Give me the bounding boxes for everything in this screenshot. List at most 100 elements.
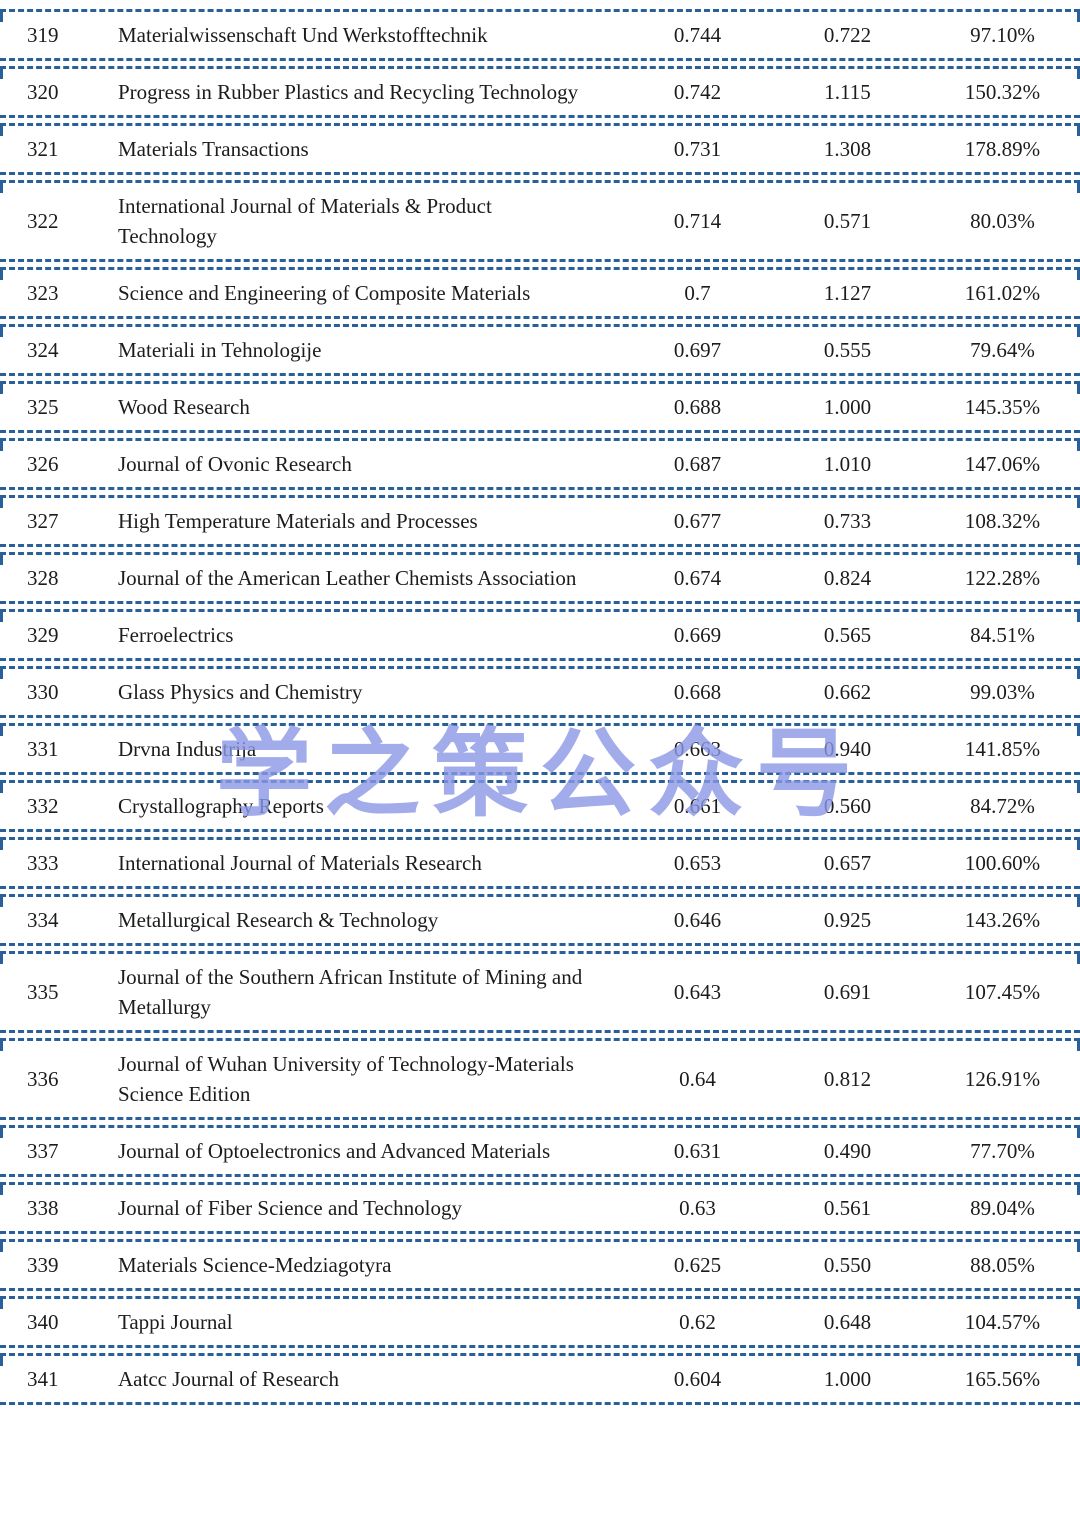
rank-cell: 340 (27, 1310, 59, 1334)
percent-cell: 122.28% (964, 566, 1041, 590)
table-row: 332 Crystallography Reports 0.661 0.560 … (0, 780, 1080, 832)
value1-cell: 0.63 (679, 1196, 716, 1220)
table-row: 328 Journal of the American Leather Chem… (0, 552, 1080, 604)
table-row: 335 Journal of the Southern African Inst… (0, 951, 1080, 1033)
value2-cell: 0.662 (823, 680, 872, 704)
table-row: 334 Metallurgical Research & Technology … (0, 894, 1080, 946)
table-row: 327 High Temperature Materials and Proce… (0, 495, 1080, 547)
value1-cell: 0.631 (673, 1139, 722, 1163)
value1-cell: 0.661 (673, 794, 722, 818)
table-row: 339 Materials Science-Medziagotyra 0.625… (0, 1239, 1080, 1291)
journal-name-cell: Materialwissenschaft Und Werkstofftechni… (118, 23, 488, 47)
journal-name-cell: High Temperature Materials and Processes (118, 509, 478, 533)
value1-cell: 0.731 (673, 137, 722, 161)
table-row: 333 International Journal of Materials R… (0, 837, 1080, 889)
percent-cell: 89.04% (970, 1196, 1035, 1220)
value2-cell: 0.571 (823, 209, 872, 233)
journal-name-cell: International Journal of Materials & Pro… (118, 194, 492, 248)
value1-cell: 0.742 (673, 80, 722, 104)
percent-cell: 126.91% (964, 1067, 1041, 1091)
rank-cell: 338 (27, 1196, 59, 1220)
journal-name-cell: Journal of the Southern African Institut… (118, 965, 583, 1019)
table-row: 340 Tappi Journal 0.62 0.648 104.57% (0, 1296, 1080, 1348)
journal-name-cell: Materiali in Tehnologije (118, 338, 322, 362)
percent-cell: 178.89% (964, 137, 1041, 161)
percent-cell: 161.02% (964, 281, 1041, 305)
value2-cell: 0.550 (823, 1253, 872, 1277)
percent-cell: 141.85% (964, 737, 1041, 761)
table-row: 321 Materials Transactions 0.731 1.308 1… (0, 123, 1080, 175)
rank-cell: 319 (27, 23, 59, 47)
percent-cell: 88.05% (970, 1253, 1035, 1277)
rank-cell: 325 (27, 395, 59, 419)
journal-name-cell: Journal of Optoelectronics and Advanced … (118, 1139, 551, 1163)
value2-cell: 1.308 (823, 137, 872, 161)
value1-cell: 0.668 (673, 680, 722, 704)
percent-cell: 80.03% (970, 209, 1035, 233)
journal-name-cell: Journal of Wuhan University of Technolog… (118, 1052, 574, 1106)
percent-cell: 108.32% (964, 509, 1041, 533)
rank-cell: 336 (27, 1067, 59, 1091)
rank-cell: 328 (27, 566, 59, 590)
journal-name-cell: Progress in Rubber Plastics and Recyclin… (118, 80, 579, 104)
rank-cell: 324 (27, 338, 59, 362)
journal-name-cell: Ferroelectrics (118, 623, 234, 647)
table-row: 320 Progress in Rubber Plastics and Recy… (0, 66, 1080, 118)
rank-cell: 329 (27, 623, 59, 647)
table-row: 341 Aatcc Journal of Research 0.604 1.00… (0, 1353, 1080, 1405)
journal-name-cell: Materials Transactions (118, 137, 309, 161)
journal-name-cell: Aatcc Journal of Research (118, 1367, 339, 1391)
journal-name-cell: Crystallography Reports (118, 794, 324, 818)
journal-name-cell: Materials Science-Medziagotyra (118, 1253, 392, 1277)
value2-cell: 0.722 (823, 23, 872, 47)
value1-cell: 0.687 (673, 452, 722, 476)
percent-cell: 97.10% (970, 23, 1035, 47)
rank-cell: 327 (27, 509, 59, 533)
table-row: 323 Science and Engineering of Composite… (0, 267, 1080, 319)
table-row: 336 Journal of Wuhan University of Techn… (0, 1038, 1080, 1120)
table-row: 337 Journal of Optoelectronics and Advan… (0, 1125, 1080, 1177)
table-row: 329 Ferroelectrics 0.669 0.565 84.51% (0, 609, 1080, 661)
value2-cell: 1.000 (823, 1367, 872, 1391)
percent-cell: 99.03% (970, 680, 1035, 704)
journal-name-cell: Journal of Fiber Science and Technology (118, 1196, 462, 1220)
table-row: 331 Drvna Industrija 0.663 0.940 141.85% (0, 723, 1080, 775)
value2-cell: 0.925 (823, 908, 872, 932)
percent-cell: 104.57% (964, 1310, 1041, 1334)
value1-cell: 0.646 (673, 908, 722, 932)
rank-cell: 335 (27, 980, 59, 1004)
value2-cell: 1.115 (824, 80, 871, 104)
value1-cell: 0.744 (673, 23, 722, 47)
value1-cell: 0.677 (673, 509, 722, 533)
value2-cell: 0.648 (823, 1310, 872, 1334)
percent-cell: 77.70% (970, 1139, 1035, 1163)
value2-cell: 0.691 (823, 980, 872, 1004)
table-row: 325 Wood Research 0.688 1.000 145.35% (0, 381, 1080, 433)
table-row: 319 Materialwissenschaft Und Werkstoffte… (0, 9, 1080, 61)
percent-cell: 165.56% (964, 1367, 1041, 1391)
value1-cell: 0.663 (673, 737, 722, 761)
value2-cell: 1.000 (823, 395, 872, 419)
value1-cell: 0.674 (673, 566, 722, 590)
value2-cell: 0.555 (823, 338, 872, 362)
percent-cell: 107.45% (964, 980, 1041, 1004)
rank-cell: 321 (27, 137, 59, 161)
table-row: 326 Journal of Ovonic Research 0.687 1.0… (0, 438, 1080, 490)
value2-cell: 0.940 (823, 737, 872, 761)
percent-cell: 150.32% (964, 80, 1041, 104)
journal-name-cell: Drvna Industrija (118, 737, 257, 761)
journal-name-cell: Journal of the American Leather Chemists… (118, 566, 577, 590)
value2-cell: 0.657 (823, 851, 872, 875)
table-row: 338 Journal of Fiber Science and Technol… (0, 1182, 1080, 1234)
value2-cell: 1.010 (823, 452, 872, 476)
table-row: 322 International Journal of Materials &… (0, 180, 1080, 262)
rank-cell: 320 (27, 80, 59, 104)
rank-cell: 322 (27, 209, 59, 233)
journal-name-cell: Wood Research (118, 395, 250, 419)
percent-cell: 143.26% (964, 908, 1041, 932)
value1-cell: 0.604 (673, 1367, 722, 1391)
journal-table: 319 Materialwissenschaft Und Werkstoffte… (0, 9, 1080, 1405)
value2-cell: 0.565 (823, 623, 872, 647)
rank-cell: 334 (27, 908, 59, 932)
